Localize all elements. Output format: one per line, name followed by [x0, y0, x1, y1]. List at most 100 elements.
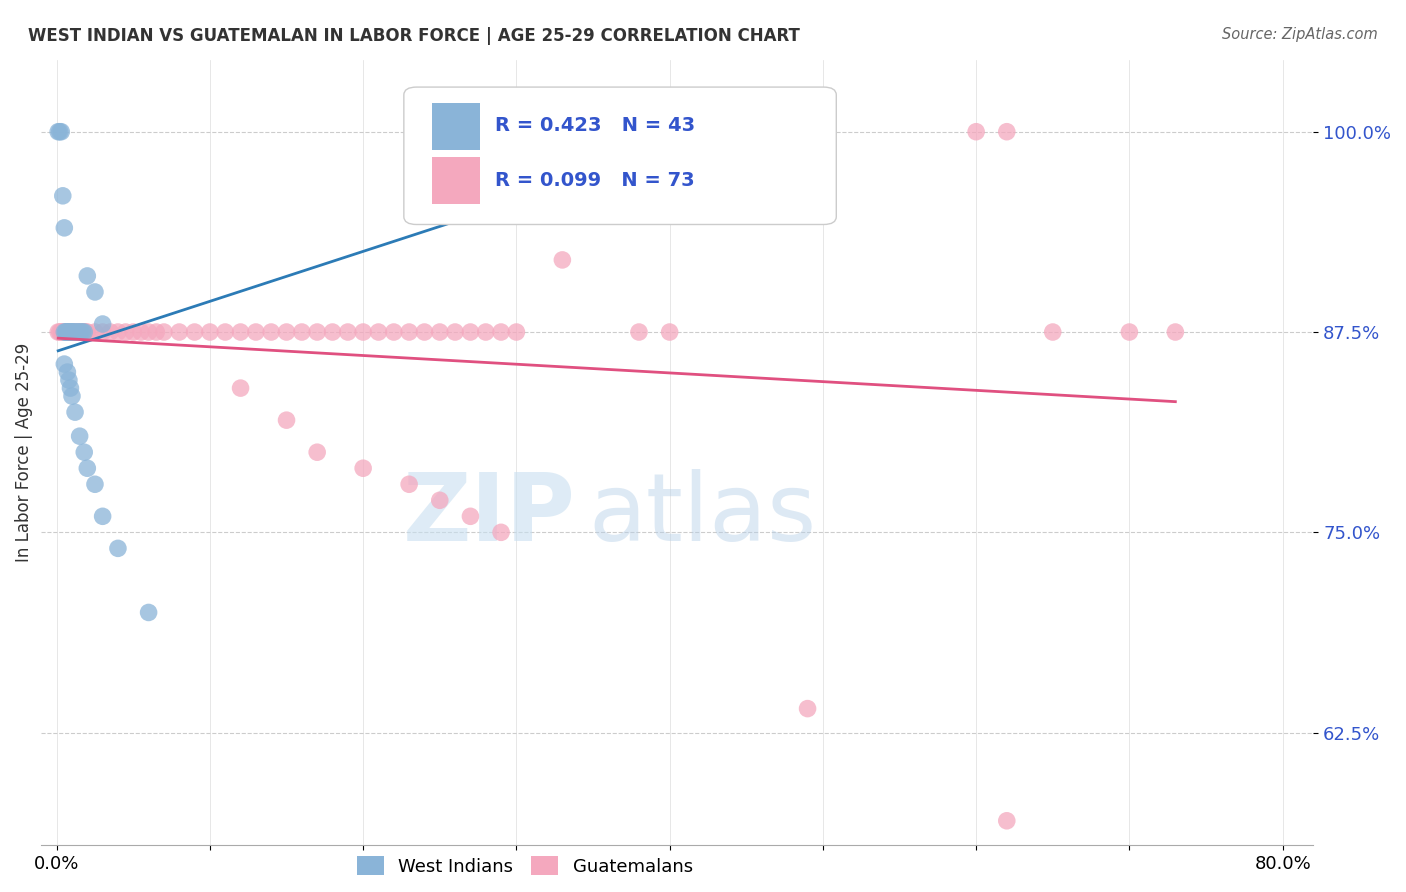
Point: [62, 325, 84, 339]
Point: [91, 325, 114, 339]
Point: [122, 325, 145, 339]
Point: [489, 325, 512, 339]
Point: [62, 325, 84, 339]
Point: [58, 325, 80, 339]
Point: [69, 325, 91, 339]
Point: [689, 125, 711, 139]
Point: [59, 325, 82, 339]
Point: [505, 325, 527, 339]
Text: R = 0.423   N = 43: R = 0.423 N = 43: [495, 116, 696, 135]
Point: [229, 325, 252, 339]
Legend: West Indians, Guatemalans: West Indians, Guatemalans: [349, 849, 700, 883]
Point: [114, 325, 136, 339]
Point: [72, 325, 94, 339]
Point: [367, 325, 389, 339]
Point: [276, 325, 298, 339]
Point: [129, 325, 152, 339]
Point: [91, 509, 114, 524]
Point: [153, 325, 176, 339]
Point: [444, 325, 467, 339]
Point: [52, 189, 75, 203]
Point: [138, 606, 160, 620]
Point: [229, 381, 252, 395]
Point: [460, 325, 482, 339]
Point: [59, 381, 82, 395]
Point: [63, 405, 86, 419]
Point: [107, 541, 129, 556]
Text: Source: ZipAtlas.com: Source: ZipAtlas.com: [1222, 27, 1378, 42]
Point: [245, 325, 267, 339]
Point: [796, 701, 818, 715]
Point: [60, 325, 83, 339]
Point: [56, 325, 79, 339]
Point: [67, 325, 90, 339]
Point: [63, 325, 86, 339]
Point: [429, 493, 451, 508]
Point: [995, 125, 1018, 139]
Point: [398, 325, 420, 339]
Bar: [432, 103, 481, 150]
Point: [58, 373, 80, 387]
Point: [489, 525, 512, 540]
Point: [65, 325, 87, 339]
FancyBboxPatch shape: [404, 87, 837, 225]
Point: [214, 325, 236, 339]
Point: [73, 325, 96, 339]
Point: [76, 268, 98, 283]
Point: [321, 325, 343, 339]
Point: [651, 125, 673, 139]
Point: [627, 325, 650, 339]
Point: [995, 814, 1018, 828]
Point: [67, 325, 90, 339]
Point: [551, 252, 574, 267]
Point: [276, 413, 298, 427]
Point: [73, 445, 96, 459]
Point: [260, 325, 283, 339]
Point: [98, 325, 121, 339]
Point: [46, 125, 69, 139]
Point: [1042, 325, 1064, 339]
Point: [307, 325, 329, 339]
Point: [60, 389, 83, 403]
Point: [336, 325, 359, 339]
Point: [673, 125, 696, 139]
Point: [291, 325, 314, 339]
Point: [84, 325, 107, 339]
Text: WEST INDIAN VS GUATEMALAN IN LABOR FORCE | AGE 25-29 CORRELATION CHART: WEST INDIAN VS GUATEMALAN IN LABOR FORCE…: [28, 27, 800, 45]
Point: [58, 325, 80, 339]
Point: [398, 477, 420, 491]
Point: [48, 325, 70, 339]
Point: [1118, 325, 1140, 339]
Text: atlas: atlas: [588, 469, 817, 561]
Point: [84, 285, 107, 299]
Point: [46, 325, 69, 339]
Point: [460, 509, 482, 524]
Point: [51, 125, 73, 139]
Point: [52, 325, 75, 339]
Point: [63, 325, 86, 339]
Point: [60, 325, 83, 339]
Point: [69, 325, 91, 339]
Point: [382, 325, 405, 339]
Point: [69, 429, 91, 443]
Point: [51, 325, 73, 339]
Point: [72, 325, 94, 339]
Point: [55, 325, 77, 339]
Point: [75, 325, 97, 339]
Point: [53, 325, 76, 339]
Point: [53, 220, 76, 235]
Point: [55, 325, 77, 339]
Point: [413, 325, 436, 339]
Point: [91, 317, 114, 331]
Point: [84, 477, 107, 491]
Point: [53, 357, 76, 371]
Point: [627, 125, 650, 139]
Point: [167, 325, 190, 339]
Point: [76, 325, 98, 339]
Point: [145, 325, 167, 339]
Point: [183, 325, 205, 339]
Point: [138, 325, 160, 339]
Point: [56, 325, 79, 339]
Point: [56, 325, 79, 339]
Point: [59, 325, 82, 339]
